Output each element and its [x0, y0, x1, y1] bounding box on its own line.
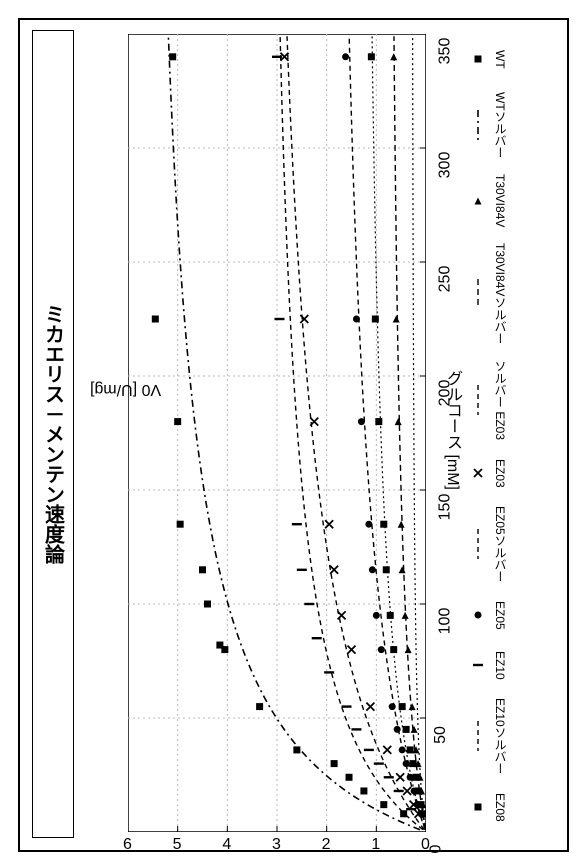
- legend-label: EZ10ソルバー: [494, 698, 506, 775]
- legend-label: EZ08: [494, 793, 506, 822]
- mm-kinetics-plot: [128, 34, 426, 832]
- legend-swatch: [468, 108, 488, 142]
- legend: WT WTソルバー T30VI84V T30VI84Vソルバーソルバー EZ03 EZ0…: [468, 34, 564, 832]
- legend-label: WTソルバー: [494, 92, 506, 159]
- legend-label: EZ05: [494, 601, 506, 630]
- legend-label: T30VI84Vソルバー: [494, 243, 506, 344]
- legend-swatch: [468, 184, 488, 218]
- tick-label: 100: [436, 608, 454, 635]
- legend-swatch: [468, 790, 488, 824]
- tick-label: 150: [436, 494, 454, 521]
- legend-label: WT: [494, 50, 506, 69]
- chart-title: ミカエリス－メンテン速度論: [39, 304, 68, 564]
- legend-item-WT: WT: [468, 42, 564, 76]
- legend-item-EZ05_solver: EZ05ソルバー: [468, 506, 564, 583]
- tick-label: 350: [436, 38, 454, 65]
- legend-swatch: [468, 383, 488, 417]
- legend-swatch: [468, 42, 488, 76]
- legend-swatch: [468, 456, 488, 490]
- legend-label: ソルバー EZ03: [494, 360, 506, 440]
- tick-label: 50: [432, 726, 450, 744]
- legend-label: T30VI84V: [494, 174, 506, 227]
- y-axis-label-text: V0 [U/mg]: [90, 381, 161, 398]
- legend-swatch: [468, 648, 488, 682]
- legend-item-EZ10: EZ10: [468, 648, 564, 682]
- tick-label: 6: [123, 836, 132, 854]
- legend-item-T30VI84V: T30VI84V: [468, 174, 564, 227]
- legend-item-EZ03: EZ03: [468, 456, 564, 490]
- legend-item-EZ05: EZ05: [468, 598, 564, 632]
- legend-label: EZ03: [494, 459, 506, 488]
- tick-label: 2: [322, 836, 331, 854]
- legend-item-T30VI84V_solver: T30VI84Vソルバー: [468, 243, 564, 344]
- tick-label: 3: [272, 836, 281, 854]
- legend-item-EZ10_solver: EZ10ソルバー: [468, 698, 564, 775]
- tick-label: 250: [436, 266, 454, 293]
- legend-item-EZ03_solver: ソルバー EZ03: [468, 360, 564, 440]
- legend-swatch: [468, 598, 488, 632]
- tick-label: 4: [222, 836, 231, 854]
- legend-item-WT_solver: WTソルバー: [468, 92, 564, 159]
- tick-label: 1: [371, 836, 380, 854]
- legend-label: EZ10: [494, 651, 506, 680]
- tick-label: 300: [436, 152, 454, 179]
- y-axis-label: V0 [U/mg]: [90, 380, 161, 398]
- tick-label: 0: [427, 845, 445, 854]
- chart-title-box: ミカエリス－メンテン速度論: [32, 30, 74, 838]
- legend-label: EZ05ソルバー: [494, 506, 506, 583]
- tick-label: 200: [436, 380, 454, 407]
- legend-item-EZ08: EZ08: [468, 790, 564, 824]
- legend-swatch: [468, 719, 488, 753]
- tick-label: 5: [173, 836, 182, 854]
- legend-swatch: [468, 527, 488, 561]
- legend-swatch: [468, 277, 488, 311]
